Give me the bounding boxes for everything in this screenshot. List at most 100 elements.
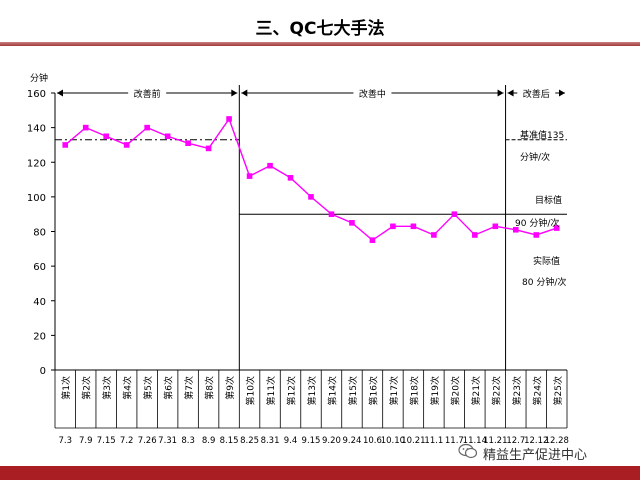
data-point — [349, 220, 355, 226]
data-point — [328, 211, 335, 217]
x-tick-label: 第13次 — [306, 376, 318, 405]
y-tick-label: 40 — [33, 297, 46, 308]
date-label: 8.3 — [181, 436, 195, 446]
date-label: 11.14 — [463, 436, 487, 446]
phase-arrowhead-right — [231, 89, 238, 97]
phase-arrowhead-right — [559, 89, 565, 97]
x-tick-label: 第25次 — [552, 376, 564, 405]
data-point — [226, 116, 232, 122]
actual-note-2: 80 分钟/次 — [522, 276, 566, 288]
data-point — [451, 211, 458, 217]
watermark: 精益生产促进中心 — [458, 442, 638, 464]
date-label: 11.21 — [483, 436, 507, 446]
date-label: 7.9 — [79, 436, 93, 446]
x-tick-label: 第11次 — [265, 376, 277, 405]
data-point — [246, 173, 253, 179]
date-label: 11.1 — [424, 436, 443, 446]
labels-layer: 020406080100120140160第1次 第2次 第3次 第4次 第5次 第6次第… — [27, 89, 569, 446]
data-point — [267, 162, 273, 169]
x-tick-label: 第20次 — [449, 376, 461, 405]
data-point — [472, 232, 478, 238]
date-label: 8.25 — [240, 436, 259, 446]
x-tick-label: 第1次 — [60, 376, 72, 400]
x-tick-label: 第21次 — [470, 376, 482, 405]
y-tick-label: 100 — [27, 193, 46, 204]
data-point — [185, 140, 191, 147]
x-tick-label: 第3次 — [101, 376, 113, 400]
date-label: 7.3 — [58, 436, 72, 446]
actual-note-1: 实际值 — [533, 255, 560, 267]
date-label: 12.7 — [506, 436, 525, 446]
date-label: 12.12 — [524, 436, 548, 446]
x-tick-label: 第12次 — [286, 376, 298, 405]
x-tick-label: 第15次 — [347, 376, 359, 405]
data-point — [62, 142, 69, 148]
date-label: 11.7 — [445, 436, 464, 446]
target-note-1: 目标值 — [535, 194, 562, 206]
date-label: 8.15 — [220, 436, 239, 446]
data-point — [287, 175, 294, 181]
phase-arrowhead-left — [507, 89, 514, 97]
phase-arrowhead-left — [241, 89, 248, 97]
phase-label: 改善后 — [523, 88, 550, 100]
wechat-icon — [458, 443, 478, 463]
y-tick-label: 140 — [27, 124, 46, 135]
x-tick-label: 第23次 — [511, 376, 523, 405]
x-tick-label: 第9次 — [224, 376, 236, 400]
date-label: 9.20 — [322, 436, 341, 446]
x-tick-label: 第2次 — [81, 376, 93, 400]
date-label: 10.10 — [381, 436, 405, 446]
baseline-note-1: 基准值135 — [520, 129, 564, 141]
data-point — [82, 124, 89, 131]
y-tick-label: 0 — [40, 366, 46, 377]
footer-band — [0, 466, 640, 480]
line-chart: 改善前 改善中 改善后 0 20 40 60 80 100 120 140 160 第1次 第2次 第3次… — [27, 72, 569, 446]
date-label: 8.31 — [261, 436, 280, 446]
data-point — [553, 225, 560, 231]
series-layer — [62, 116, 560, 243]
date-label: 8.9 — [202, 436, 216, 446]
watermark-text: 精益生产促进中心 — [483, 447, 588, 463]
phase-arrowhead-right — [497, 89, 504, 97]
data-point — [513, 226, 519, 233]
x-tick-label: 第14次 — [326, 376, 338, 405]
y-tick-label: 60 — [33, 262, 46, 273]
date-label: 7.15 — [97, 436, 116, 446]
x-tick-label: 第16次 — [367, 376, 379, 405]
y-tick-label: 120 — [27, 158, 46, 169]
target-note-2: 90 分钟/次 — [515, 217, 559, 229]
date-label: 7.31 — [158, 436, 177, 446]
date-label: 7.26 — [138, 436, 157, 446]
phase-label: 改善中 — [359, 88, 386, 100]
reference-lines — [55, 139, 567, 215]
x-tick-label: 第18次 — [408, 376, 420, 405]
x-tick-label: 第22次 — [490, 376, 502, 405]
data-point — [144, 124, 150, 131]
baseline-note-2: 分钟/次 — [520, 151, 550, 163]
phase-arrowhead-left — [57, 89, 63, 97]
phase-label: 改善前 — [134, 88, 161, 100]
date-label: 7.2 — [120, 436, 134, 446]
x-tick-label: 第4次 — [122, 376, 134, 400]
y-tick-label: 160 — [27, 89, 46, 100]
data-point — [410, 223, 417, 230]
y-tick-label: 80 — [33, 228, 46, 239]
phase-label-bg — [353, 85, 392, 99]
title-rule — [0, 42, 640, 46]
data-point — [390, 223, 396, 230]
date-label: 9.4 — [284, 436, 298, 446]
x-tick-label: 第5次 — [142, 376, 154, 400]
phase-label-bg — [517, 85, 556, 99]
data-point — [123, 142, 130, 148]
y-axis-label: 分钟 — [30, 72, 48, 84]
x-tick-label: 第7次 — [183, 376, 195, 400]
data-point — [369, 237, 376, 243]
x-tick-label: 第19次 — [429, 376, 441, 405]
x-tick-label: 第17次 — [388, 376, 400, 405]
date-label: 9.15 — [302, 436, 321, 446]
date-label: 9.24 — [342, 436, 361, 446]
x-tick-label: 第24次 — [531, 376, 543, 405]
data-point — [103, 133, 109, 140]
x-tick-label: 第10次 — [245, 376, 257, 405]
x-tick-label: 第8次 — [204, 376, 216, 400]
